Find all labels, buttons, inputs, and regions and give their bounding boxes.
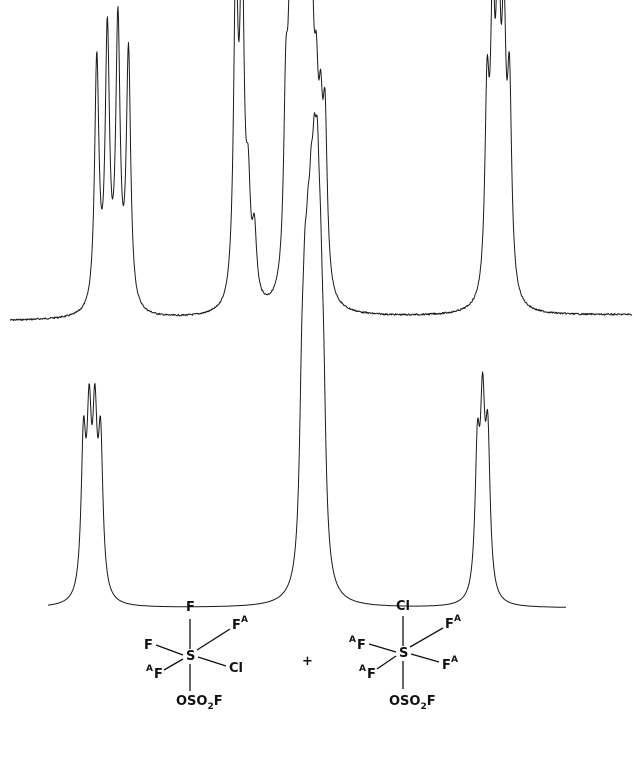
- atom-left-upper: F: [144, 638, 153, 653]
- experimental-trace: [9, 0, 633, 321]
- atom-right-upper-label: A: [241, 615, 248, 625]
- atom-left-upper-label: A: [349, 635, 356, 645]
- atom-right: Cl: [229, 661, 243, 676]
- atom-top: F: [186, 600, 195, 615]
- plus-sign: +: [302, 654, 313, 669]
- atom-right: F: [442, 658, 451, 673]
- atom-bottom: OSO2F: [176, 694, 223, 712]
- atom-right-upper: F: [445, 617, 454, 632]
- atom-left-upper: F: [357, 638, 366, 653]
- atom-left-lower-label: A: [359, 664, 366, 674]
- atom-left-lower-label: A: [146, 664, 153, 674]
- bond-left-upper: [368, 643, 397, 653]
- structure-left: F F A S F F A Cl OSO2F: [144, 600, 248, 712]
- simulated-spectrum: [47, 112, 566, 608]
- atom-right-upper: F: [232, 618, 241, 633]
- atom-left-lower: F: [154, 667, 163, 682]
- bond-right: [410, 653, 440, 663]
- atom-center: S: [186, 649, 195, 664]
- bond-right-upper: [409, 627, 444, 648]
- structure-right: Cl F A S F A F A F A OSO2F: [349, 599, 461, 712]
- bond-left-lower: [376, 655, 397, 670]
- bond-left-lower: [163, 658, 184, 671]
- atom-bottom: OSO2F: [389, 694, 436, 712]
- simulated-trace: [47, 112, 566, 608]
- experimental-spectrum: [9, 0, 633, 321]
- atom-right-upper-label: A: [454, 614, 461, 624]
- atom-left-lower: F: [367, 667, 376, 682]
- atom-right-label: A: [451, 655, 458, 665]
- bond-right-upper: [196, 628, 231, 651]
- bond-right: [197, 656, 227, 667]
- atom-top: Cl: [396, 599, 410, 614]
- atom-center: S: [399, 646, 408, 661]
- bond-left-upper: [155, 644, 184, 656]
